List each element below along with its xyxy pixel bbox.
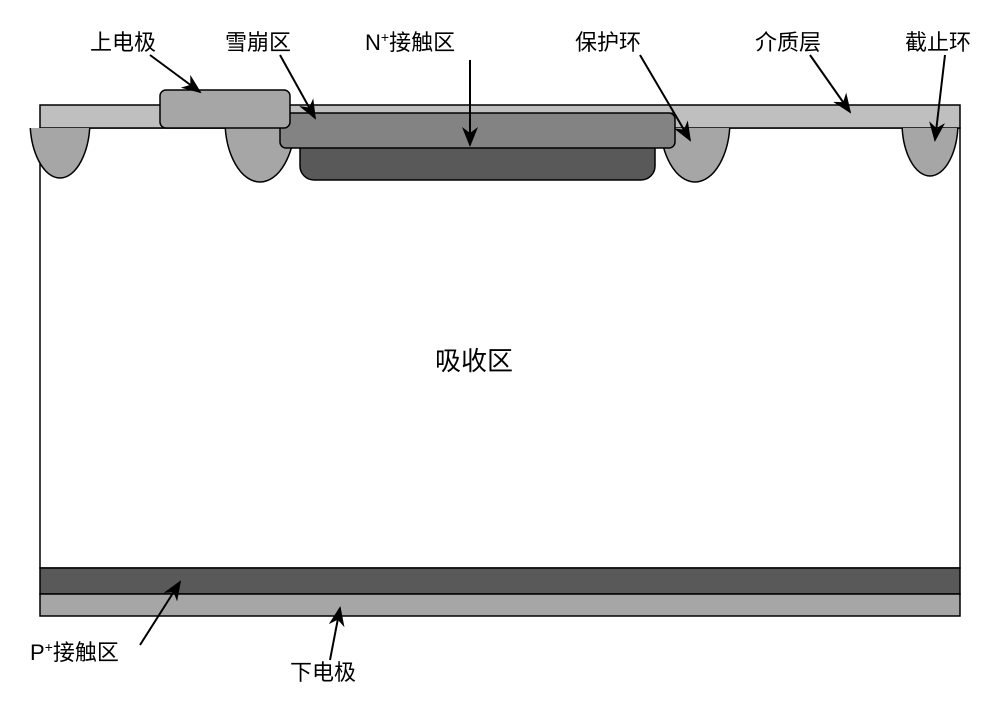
absorption-label: 吸收区	[435, 346, 513, 376]
top-electrode-label: 上电极	[90, 30, 156, 55]
avalanche-region	[280, 113, 675, 148]
bottom-electrode	[40, 594, 960, 616]
p-plus-contact	[40, 568, 960, 594]
device-cross-section: 吸收区 上电极 雪崩区 N+接触区 保护环 介质层 截止环 P+接触区 下电极	[0, 0, 1000, 715]
p-contact-label: P+接触区	[30, 639, 119, 665]
guard-ring-label: 保护环	[575, 30, 641, 55]
top-electrode	[160, 90, 290, 128]
top-electrode-arrow	[150, 55, 200, 92]
dielectric-arrow	[810, 55, 850, 112]
stop-ring-label: 截止环	[905, 30, 971, 55]
bottom-electrode-label: 下电极	[290, 660, 356, 685]
avalanche-label: 雪崩区	[225, 30, 291, 55]
dielectric-label: 介质层	[755, 30, 821, 55]
n-contact-label: N+接触区	[365, 29, 455, 55]
